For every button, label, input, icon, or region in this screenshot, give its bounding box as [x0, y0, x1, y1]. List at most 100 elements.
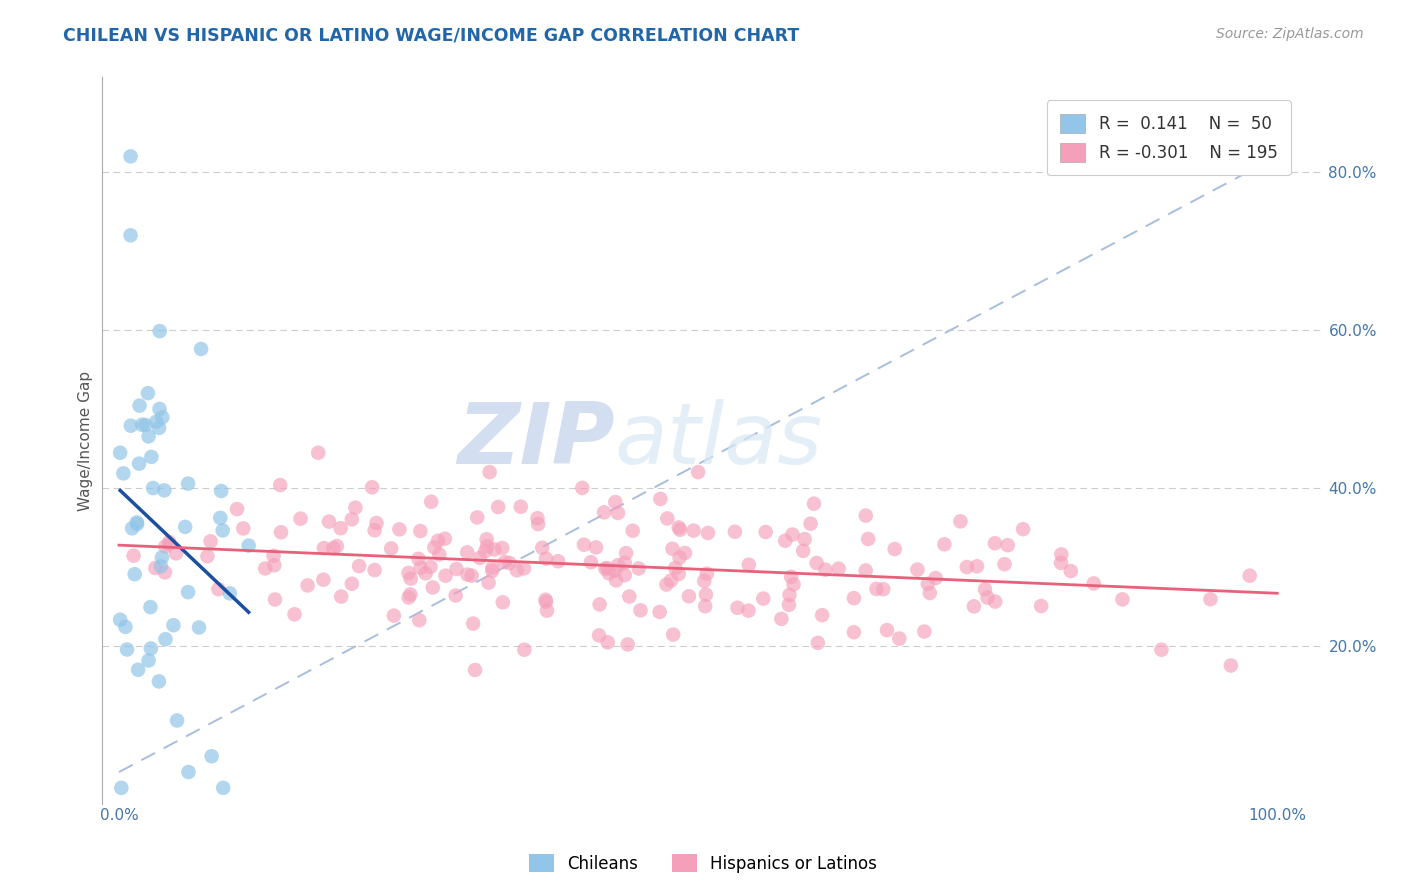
Point	[724, 524, 747, 539]
Point	[112, 467, 135, 481]
Point	[263, 558, 285, 573]
Point	[865, 582, 887, 596]
Point	[534, 595, 557, 609]
Point	[420, 495, 443, 509]
Point	[770, 612, 793, 626]
Text: ZIP: ZIP	[457, 399, 614, 482]
Point	[157, 535, 180, 549]
Point	[484, 542, 506, 557]
Point	[148, 401, 170, 416]
Point	[807, 636, 830, 650]
Point	[218, 586, 240, 600]
Point	[456, 545, 478, 559]
Point	[883, 542, 905, 557]
Point	[912, 624, 935, 639]
Point	[997, 538, 1019, 552]
Point	[207, 582, 229, 596]
Point	[475, 539, 498, 553]
Point	[226, 502, 249, 516]
Point	[486, 500, 509, 514]
Point	[139, 641, 162, 656]
Point	[174, 520, 197, 534]
Point	[697, 525, 720, 540]
Point	[330, 590, 353, 604]
Point	[498, 556, 520, 570]
Point	[347, 559, 370, 574]
Point	[139, 600, 162, 615]
Point	[616, 637, 638, 651]
Point	[595, 561, 617, 575]
Point	[141, 450, 163, 464]
Point	[200, 534, 222, 549]
Point	[422, 581, 444, 595]
Point	[648, 605, 671, 619]
Point	[695, 588, 717, 602]
Point	[388, 522, 411, 536]
Point	[124, 567, 146, 582]
Point	[491, 541, 513, 555]
Point	[934, 537, 956, 551]
Point	[806, 556, 828, 570]
Point	[460, 568, 482, 582]
Point	[150, 410, 173, 425]
Point	[326, 539, 349, 553]
Point	[155, 632, 177, 647]
Point	[905, 563, 928, 577]
Point	[855, 508, 877, 523]
Point	[889, 632, 911, 646]
Point	[150, 559, 173, 574]
Point	[120, 418, 142, 433]
Point	[165, 546, 187, 560]
Point	[963, 599, 986, 614]
Point	[380, 541, 402, 556]
Point	[398, 566, 420, 580]
Point	[1111, 592, 1133, 607]
Point	[513, 642, 536, 657]
Point	[481, 564, 503, 578]
Point	[814, 563, 837, 577]
Point	[593, 505, 616, 519]
Point	[148, 421, 170, 435]
Point	[382, 608, 405, 623]
Point	[738, 558, 761, 572]
Point	[463, 616, 485, 631]
Point	[114, 620, 136, 634]
Point	[465, 510, 488, 524]
Point	[120, 228, 142, 243]
Point	[307, 446, 329, 460]
Point	[322, 541, 344, 555]
Point	[842, 591, 865, 606]
Point	[232, 521, 254, 535]
Point	[682, 524, 704, 538]
Point	[678, 589, 700, 603]
Point	[693, 574, 716, 588]
Point	[605, 495, 627, 509]
Point	[468, 551, 491, 566]
Point	[408, 613, 430, 627]
Point	[695, 599, 717, 614]
Point	[603, 564, 626, 578]
Point	[344, 500, 367, 515]
Point	[263, 549, 285, 563]
Point	[318, 515, 340, 529]
Point	[572, 538, 595, 552]
Point	[492, 595, 515, 609]
Point	[474, 544, 496, 558]
Point	[340, 512, 363, 526]
Point	[842, 625, 865, 640]
Point	[162, 618, 184, 632]
Point	[142, 481, 165, 495]
Point	[579, 555, 602, 569]
Point	[131, 417, 153, 432]
Point	[108, 613, 131, 627]
Point	[534, 551, 557, 566]
Point	[120, 149, 142, 163]
Point	[427, 548, 450, 562]
Point	[596, 561, 619, 575]
Point	[737, 604, 759, 618]
Point	[138, 429, 160, 443]
Legend: Chileans, Hispanics or Latinos: Chileans, Hispanics or Latinos	[523, 847, 883, 880]
Point	[780, 570, 803, 584]
Point	[956, 560, 979, 574]
Point	[621, 524, 644, 538]
